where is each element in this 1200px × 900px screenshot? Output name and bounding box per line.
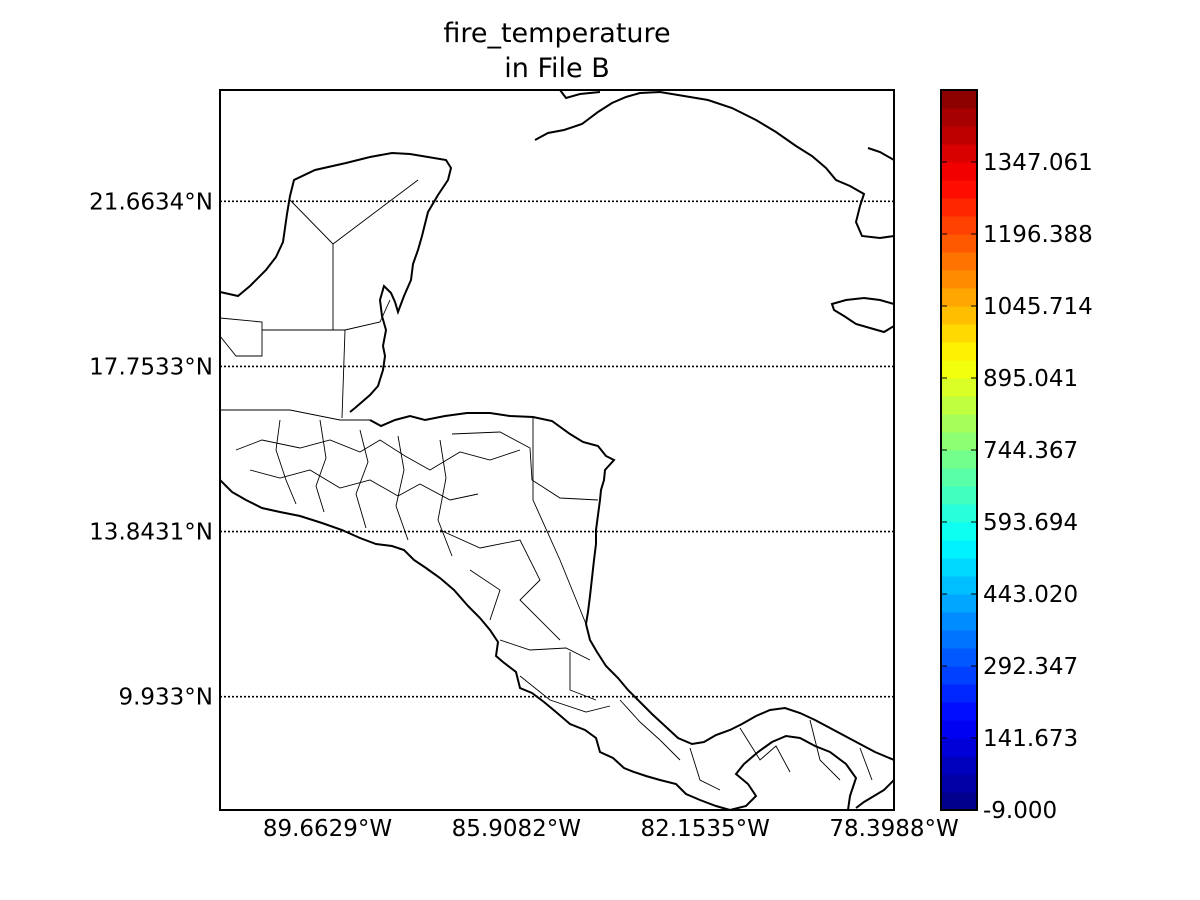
title-line-1: fire_temperature [443, 18, 671, 49]
colorbar-band [941, 594, 977, 613]
colorbar-label: 895.041 [983, 366, 1078, 392]
colorbar-band [941, 288, 977, 307]
cuba-coast [534, 90, 894, 240]
longitude-label: 89.6629°W [263, 816, 392, 842]
colorbar-band [941, 684, 977, 703]
colorbar-band [941, 666, 977, 685]
colorbar-band [941, 252, 977, 271]
caribbean-coast [369, 412, 894, 761]
map-panel: 21.6634°N 17.7533°N 13.8431°N 9.933°N 89.66… [89, 89, 959, 842]
colorbar-label: 141.673 [983, 726, 1078, 752]
colorbar-band [941, 180, 977, 199]
colorbar-band [941, 342, 977, 361]
colorbar-band [941, 432, 977, 451]
latitude-labels: 21.6634°N 17.7533°N 13.8431°N 9.933°N [89, 189, 213, 710]
colorbar-label: 1196.388 [983, 222, 1093, 248]
colorbar-band [941, 360, 977, 379]
colorbar-band [941, 756, 977, 775]
colorbar-band [941, 414, 977, 433]
colorbar-band [941, 396, 977, 415]
colorbar-band [941, 306, 977, 325]
colorbar-band [941, 126, 977, 145]
colorbar-band [941, 198, 977, 217]
latitude-label: 9.933°N [118, 685, 213, 711]
colorbar-label: 593.694 [983, 510, 1078, 536]
colorbar-labels: -9.000 141.673 292.347 443.020 593.694 744.36… [941, 150, 1093, 824]
colorbar-band [941, 702, 977, 721]
latitude-label: 17.7533°N [89, 354, 213, 380]
colorbar-band [941, 216, 977, 235]
longitude-label: 78.3988°W [829, 816, 958, 842]
title-line-2: in File B [504, 53, 610, 84]
colorbar-band [941, 324, 977, 343]
colorbar-band [941, 162, 977, 181]
longitude-label: 85.9082°W [452, 816, 581, 842]
map-frame [219, 89, 895, 811]
latitude-label: 13.8431°N [89, 520, 213, 546]
colorbar-band [941, 108, 977, 127]
colorbar-band [941, 378, 977, 397]
jamaica-coast [830, 296, 894, 334]
pacific-coast [220, 479, 858, 810]
longitude-labels: 89.6629°W 85.9082°W 82.1535°W 78.3988°W [263, 816, 959, 842]
colorbar-band [941, 270, 977, 289]
colorbar-band [941, 576, 977, 595]
colorbar-band [941, 540, 977, 559]
admin-boundaries [220, 179, 873, 791]
panama-east-coast [855, 779, 894, 809]
colorbar-band [941, 504, 977, 523]
latitude-label: 21.6634°N [89, 189, 213, 215]
colorbar-label: 1045.714 [983, 294, 1093, 320]
latitude-gridlines [220, 200, 894, 698]
colorbar-bands [941, 90, 977, 811]
colorbar-band [941, 558, 977, 577]
colorbar-band [941, 468, 977, 487]
colorbar-band [941, 450, 977, 469]
colorbar-band [941, 648, 977, 667]
coastlines [220, 90, 894, 810]
longitude-label: 82.1535°W [641, 816, 770, 842]
colorbar-band [941, 522, 977, 541]
colorbar-band [941, 234, 977, 253]
colorbar-label: 292.347 [983, 654, 1078, 680]
mexico-yucatan-coast [220, 151, 453, 413]
map-background [220, 90, 894, 810]
colorbar: -9.000 141.673 292.347 443.020 593.694 744.36… [940, 89, 1093, 824]
colorbar-label: 744.367 [983, 438, 1078, 464]
colorbar-label: 1347.061 [983, 150, 1093, 176]
colorbar-label: 443.020 [983, 582, 1078, 608]
colorbar-label: -9.000 [983, 798, 1057, 824]
colorbar-band [941, 774, 977, 793]
colorbar-band [941, 720, 977, 739]
colorbar-band [941, 486, 977, 505]
cuba-east [867, 147, 894, 161]
cuba-north-coast [559, 90, 601, 100]
colorbar-band [941, 738, 977, 757]
chart-title: fire_temperature in File B [220, 16, 894, 86]
colorbar-band [941, 90, 977, 109]
colorbar-band [941, 612, 977, 631]
colorbar-band [941, 144, 977, 163]
colorbar-band [941, 630, 977, 649]
colorbar-band [941, 792, 977, 811]
